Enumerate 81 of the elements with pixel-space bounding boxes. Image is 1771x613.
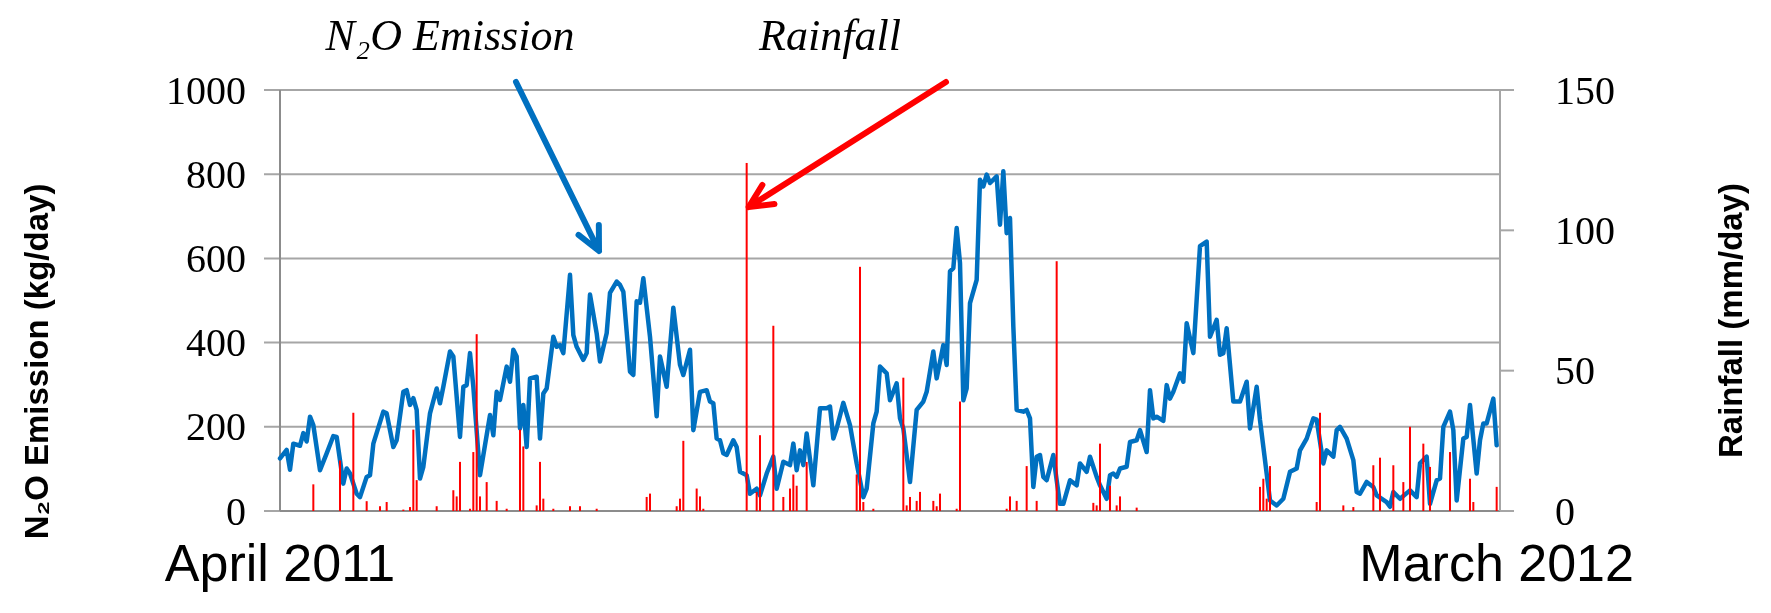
bar — [909, 496, 911, 511]
bar — [1469, 478, 1471, 511]
y-tick-label: 1000 — [166, 67, 246, 113]
bar — [579, 506, 581, 511]
bar — [379, 506, 381, 511]
bar — [782, 496, 785, 511]
bar — [695, 488, 698, 511]
bar — [759, 435, 761, 511]
bar — [552, 508, 555, 511]
bar — [1015, 500, 1018, 511]
bar — [1099, 443, 1101, 511]
bar — [859, 266, 861, 511]
bar — [1422, 443, 1425, 511]
bar — [1402, 482, 1405, 511]
bar — [595, 508, 598, 511]
bar — [932, 500, 935, 511]
bar — [415, 480, 418, 511]
bar — [872, 508, 875, 511]
y2-tick-label: 100 — [1555, 207, 1615, 253]
bar — [312, 484, 315, 511]
bar — [1409, 426, 1411, 511]
bar — [339, 460, 341, 511]
bar — [649, 493, 651, 511]
bar — [959, 401, 961, 511]
bar — [939, 493, 941, 511]
bar — [435, 506, 438, 511]
bar — [352, 412, 355, 511]
bar — [792, 474, 795, 511]
bar — [1009, 496, 1011, 511]
bar — [1025, 466, 1028, 511]
bar — [569, 506, 571, 511]
bar — [412, 429, 415, 511]
y-axis-title: N₂O Emission (kg/day) — [18, 183, 55, 540]
bar — [519, 429, 521, 511]
y-tick-label: 400 — [186, 320, 246, 366]
bar — [472, 452, 475, 511]
bar — [805, 461, 808, 511]
bar — [1372, 465, 1375, 511]
bar — [385, 502, 388, 511]
bar — [682, 440, 685, 511]
y-tick-label: 800 — [186, 151, 246, 197]
bar — [795, 485, 798, 511]
y-tick-label: 600 — [186, 235, 246, 281]
bar — [1109, 485, 1111, 511]
y-tick-label: 200 — [186, 404, 246, 450]
x-tick-label: March 2012 — [1359, 534, 1634, 592]
bar — [505, 508, 508, 511]
annotation: Rainfall — [758, 11, 901, 60]
bar — [365, 501, 368, 511]
bar — [475, 334, 478, 511]
bar — [919, 491, 921, 511]
bar — [1392, 465, 1395, 511]
bar — [539, 461, 541, 511]
bar — [1319, 412, 1321, 511]
y-tick-label: 0 — [226, 488, 246, 534]
y2-tick-label: 150 — [1555, 67, 1615, 113]
bar — [902, 377, 905, 511]
bar — [1055, 261, 1058, 511]
bar — [1449, 452, 1451, 511]
bar — [1379, 457, 1381, 511]
bar — [1342, 505, 1345, 511]
bar — [645, 496, 648, 511]
bar — [485, 482, 488, 511]
bar — [459, 461, 461, 511]
bar — [1035, 500, 1038, 511]
bar — [1429, 466, 1431, 511]
x-tick-label: April 2011 — [164, 534, 396, 592]
text: N₂O Emission — [324, 11, 575, 60]
y2-axis-title: Rainfall (mm/day) — [1712, 182, 1749, 459]
bar — [495, 500, 498, 511]
bar — [772, 325, 775, 511]
bar — [745, 162, 748, 511]
y2-tick-label: 50 — [1555, 348, 1595, 394]
bar — [1262, 478, 1265, 511]
bar — [1119, 496, 1121, 511]
bar — [1092, 502, 1095, 511]
bar — [1352, 507, 1355, 511]
bar — [452, 490, 455, 511]
y2-tick-label: 0 — [1555, 488, 1575, 534]
bar — [1495, 486, 1498, 511]
bar — [1269, 466, 1271, 511]
